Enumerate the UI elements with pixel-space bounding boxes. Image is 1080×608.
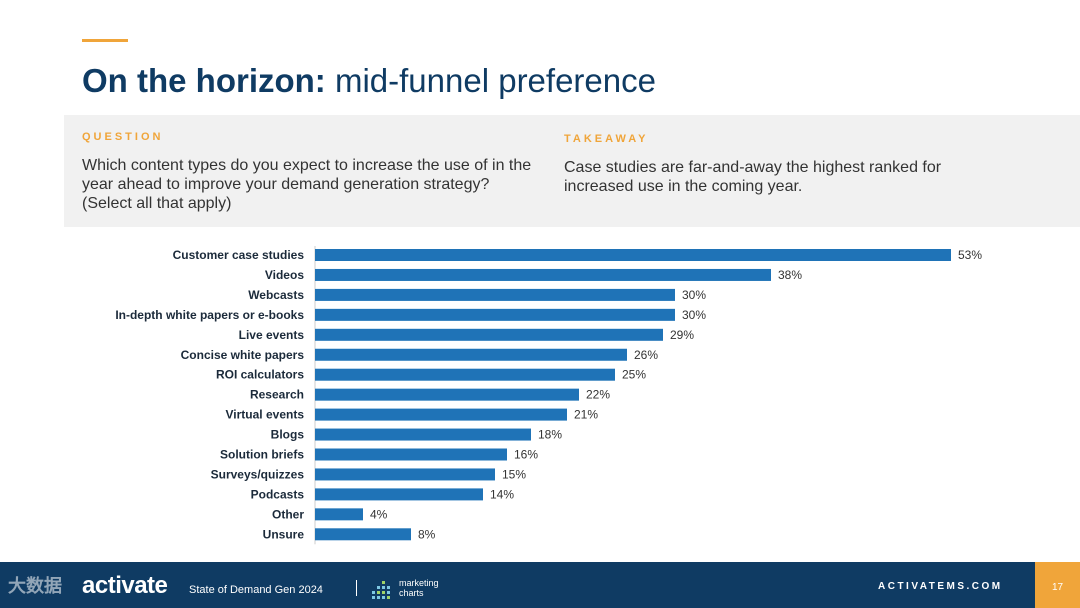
category-label: Concise white papers xyxy=(181,348,305,362)
page-title: On the horizon: mid-funnel preference xyxy=(82,62,656,100)
takeaway-label: TAKEAWAY xyxy=(564,133,649,145)
website-url: ACTIVATEMS.COM xyxy=(878,581,1003,592)
report-name: State of Demand Gen 2024 xyxy=(189,584,323,596)
bar xyxy=(315,288,675,301)
bar xyxy=(315,328,663,341)
category-label: In-depth white papers or e-books xyxy=(115,308,304,322)
value-label: 30% xyxy=(682,288,706,302)
bar xyxy=(315,388,579,401)
value-label: 15% xyxy=(502,467,526,481)
bar xyxy=(315,528,411,541)
category-label: Research xyxy=(250,388,304,402)
page-number-box: 17 xyxy=(1035,562,1080,608)
category-label: Solution briefs xyxy=(220,448,304,462)
category-label: Other xyxy=(272,507,304,521)
bar xyxy=(315,468,495,481)
footer-divider xyxy=(356,580,357,596)
value-label: 25% xyxy=(622,368,646,382)
page-number: 17 xyxy=(1051,582,1064,593)
title-accent-line xyxy=(82,39,128,42)
category-label: Virtual events xyxy=(226,408,305,422)
value-label: 14% xyxy=(490,487,514,501)
question-text: Which content types do you expect to inc… xyxy=(82,157,532,212)
value-label: 16% xyxy=(514,448,538,462)
category-label: Blogs xyxy=(271,428,305,442)
watermark: 大数据 xyxy=(8,576,62,596)
category-label: Unsure xyxy=(263,527,305,541)
activate-logo: activate xyxy=(82,572,168,599)
question-takeaway-panel: QUESTION Which content types do you expe… xyxy=(64,115,1080,227)
question-label: QUESTION xyxy=(82,131,164,143)
value-label: 8% xyxy=(418,527,436,541)
value-label: 18% xyxy=(538,428,562,442)
bar xyxy=(315,428,531,441)
category-label: Customer case studies xyxy=(173,248,305,262)
value-label: 21% xyxy=(574,408,598,422)
page-title-bold: On the horizon: xyxy=(82,62,326,99)
category-label: Surveys/quizzes xyxy=(211,467,305,481)
category-label: Live events xyxy=(239,328,305,342)
footer-bar: activate State of Demand Gen 2024 market… xyxy=(0,562,1080,608)
value-label: 38% xyxy=(778,268,802,282)
value-label: 26% xyxy=(634,348,658,362)
bar xyxy=(315,448,507,461)
value-label: 29% xyxy=(670,328,694,342)
page-title-light: mid-funnel preference xyxy=(334,62,656,99)
takeaway-text: Case studies are far-and-away the highes… xyxy=(564,159,942,195)
bar xyxy=(315,408,567,421)
value-label: 53% xyxy=(958,248,982,262)
marketing-charts-line2: charts xyxy=(399,588,424,598)
marketing-charts-logo-icon xyxy=(372,581,390,599)
value-label: 22% xyxy=(586,388,610,402)
bar xyxy=(315,308,675,321)
category-label: Webcasts xyxy=(248,288,304,302)
bar xyxy=(315,249,951,261)
bar xyxy=(315,348,627,361)
category-label: Podcasts xyxy=(251,487,305,501)
category-label: ROI calculators xyxy=(216,368,304,382)
bar xyxy=(315,488,483,501)
bar xyxy=(315,268,771,281)
marketing-charts-line1: marketing xyxy=(399,578,439,588)
bar xyxy=(315,508,363,521)
bar xyxy=(315,368,615,381)
marketing-charts-logo-text: marketing charts xyxy=(399,578,459,598)
bar-chart: Customer case studies 53% Videos 38% Webcast… xyxy=(115,246,982,545)
category-label: Videos xyxy=(265,268,304,282)
value-label: 30% xyxy=(682,308,706,322)
value-label: 4% xyxy=(370,507,388,521)
